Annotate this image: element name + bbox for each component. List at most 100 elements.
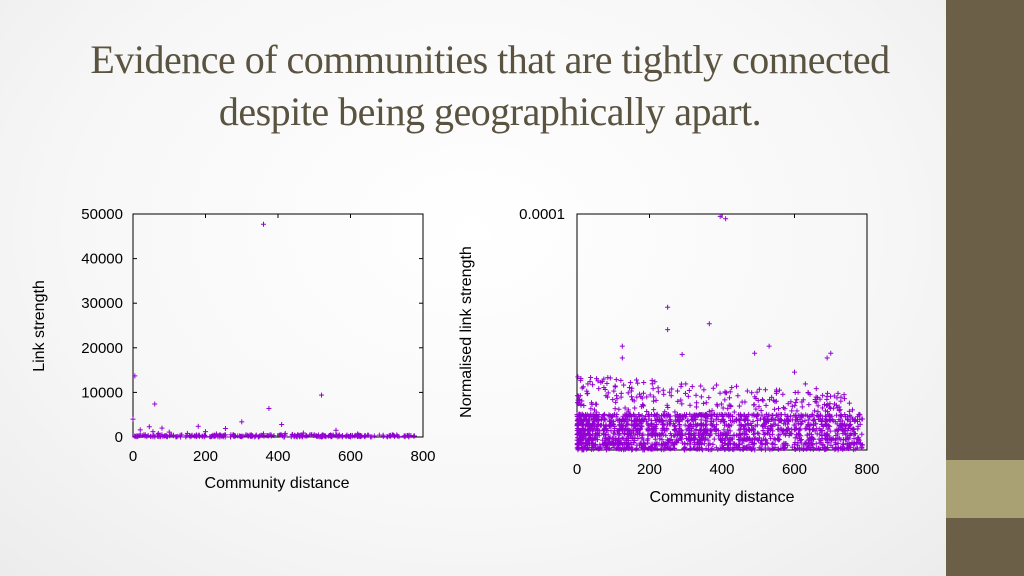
data-point — [201, 432, 207, 438]
data-point — [650, 426, 656, 432]
data-point — [755, 397, 761, 403]
data-point — [825, 409, 831, 415]
data-point — [603, 436, 609, 442]
data-point — [640, 402, 646, 408]
data-point — [813, 386, 819, 392]
data-point — [725, 406, 731, 412]
data-point — [740, 437, 746, 443]
data-point — [776, 437, 782, 443]
data-point — [706, 395, 712, 401]
data-point — [266, 405, 272, 411]
data-point — [575, 374, 581, 380]
data-point — [671, 445, 677, 451]
data-point — [814, 399, 820, 405]
data-point — [596, 386, 602, 392]
data-point — [715, 416, 721, 422]
data-point — [170, 432, 176, 438]
data-point — [817, 396, 823, 402]
data-point — [826, 440, 832, 446]
data-point — [729, 385, 735, 391]
data-point — [744, 388, 750, 394]
data-point — [653, 423, 659, 429]
data-point — [575, 431, 581, 437]
data-point — [671, 423, 677, 429]
data-point — [788, 399, 794, 405]
data-point — [823, 422, 829, 428]
data-point — [184, 430, 190, 436]
data-point — [675, 388, 681, 394]
slide-title: Evidence of communities that are tightly… — [90, 37, 890, 134]
data-point — [847, 432, 853, 438]
data-point — [639, 395, 645, 401]
data-point — [795, 389, 801, 395]
data-point — [601, 411, 607, 417]
data-point — [588, 406, 594, 412]
data-point — [591, 413, 597, 419]
data-point — [605, 390, 611, 396]
data-point — [590, 382, 596, 388]
data-point — [687, 436, 693, 442]
data-point — [295, 432, 301, 438]
data-point — [304, 433, 310, 439]
data-point — [760, 428, 766, 434]
data-point — [132, 433, 138, 439]
data-point — [735, 393, 741, 399]
data-point — [575, 444, 581, 450]
data-point — [132, 373, 138, 379]
data-point — [723, 422, 729, 428]
data-point — [362, 433, 368, 439]
data-point — [656, 418, 662, 424]
data-point — [708, 416, 714, 422]
data-point — [654, 411, 660, 417]
data-point — [737, 416, 743, 422]
data-point — [580, 447, 586, 453]
data-point — [767, 427, 773, 433]
data-point — [603, 393, 609, 399]
data-point — [155, 430, 161, 436]
data-point — [575, 422, 581, 428]
data-point — [607, 418, 613, 424]
data-point — [614, 396, 620, 402]
data-point — [311, 432, 317, 438]
data-point — [203, 429, 208, 435]
data-point — [698, 394, 704, 400]
data-point — [727, 389, 733, 395]
data-point — [679, 431, 685, 437]
data-point — [239, 419, 245, 425]
data-point — [784, 427, 790, 433]
data-point — [691, 445, 697, 451]
data-point — [601, 427, 607, 433]
data-point — [708, 421, 714, 427]
data-point — [665, 411, 671, 417]
data-point — [328, 432, 334, 438]
data-point — [619, 435, 625, 441]
data-point — [833, 441, 839, 447]
data-point — [829, 413, 835, 419]
data-point — [366, 432, 372, 438]
data-point — [250, 433, 256, 439]
data-point — [684, 412, 690, 418]
data-point — [625, 416, 631, 422]
data-point — [607, 375, 613, 381]
data-point — [577, 393, 583, 399]
data-point — [633, 377, 639, 383]
data-point — [625, 407, 631, 413]
data-point — [722, 411, 728, 417]
data-point — [752, 350, 758, 356]
data-point — [606, 414, 612, 420]
data-point — [640, 447, 646, 453]
data-point — [645, 436, 651, 442]
data-point — [845, 427, 851, 433]
data-point — [578, 377, 584, 383]
data-point — [585, 442, 591, 448]
data-point — [824, 436, 830, 442]
data-point — [723, 216, 729, 222]
data-point — [764, 430, 770, 436]
data-point — [659, 422, 665, 428]
data-point — [758, 407, 764, 413]
data-point — [812, 408, 818, 414]
data-point — [645, 440, 651, 446]
data-point — [728, 437, 734, 443]
data-point — [792, 403, 798, 409]
data-point — [150, 429, 156, 435]
